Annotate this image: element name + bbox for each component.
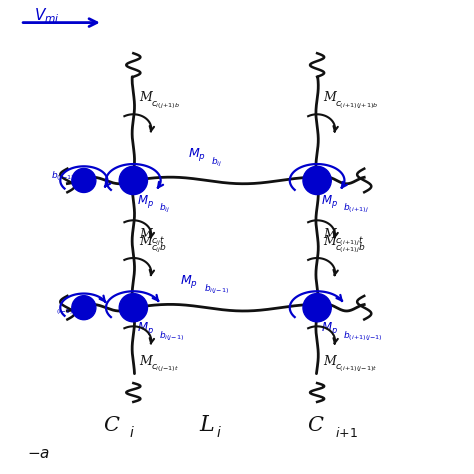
Circle shape	[119, 293, 147, 322]
Text: $i$: $i$	[216, 425, 221, 440]
Text: $b_{(i\!+\!1)j}$: $b_{(i\!+\!1)j}$	[343, 202, 369, 215]
Text: $b_{ij}$: $b_{ij}$	[211, 156, 222, 169]
Text: M: M	[323, 235, 336, 248]
Text: M: M	[323, 228, 336, 241]
Text: $M_p$: $M_p$	[321, 320, 338, 337]
Text: $V_{mj}$: $V_{mj}$	[35, 6, 60, 27]
Text: $b_{(i\!-\!1)j}$: $b_{(i\!-\!1)j}$	[51, 170, 77, 183]
Text: $i$: $i$	[128, 425, 135, 440]
Text: M: M	[139, 356, 152, 368]
Text: $b_{i(j\!-\!1)}$: $b_{i(j\!-\!1)}$	[204, 283, 229, 296]
Text: $c_{(i\!+\!1)j}t$: $c_{(i\!+\!1)j}t$	[335, 235, 364, 248]
Text: $_{(i\!-\!1)(j\!-\!1)}$: $_{(i\!-\!1)(j\!-\!1)}$	[55, 308, 88, 317]
Text: $c_{ij}b$: $c_{ij}b$	[151, 242, 167, 255]
Text: $M_p$: $M_p$	[137, 193, 154, 210]
Text: $M_p$: $M_p$	[188, 146, 205, 163]
Text: $c_{(i\!+\!1)(j\!+\!1)b}$: $c_{(i\!+\!1)(j\!+\!1)b}$	[335, 100, 378, 110]
Text: L: L	[199, 414, 214, 437]
Circle shape	[72, 296, 96, 319]
Text: $-a$: $-a$	[27, 447, 50, 461]
Text: $b_{i(j\!-\!1)}$: $b_{i(j\!-\!1)}$	[159, 329, 184, 343]
Text: $b_{ij}$: $b_{ij}$	[159, 202, 171, 215]
Circle shape	[119, 166, 147, 195]
Circle shape	[303, 293, 331, 322]
Text: M: M	[139, 91, 152, 104]
Text: $c_{i(j\!-\!1)t}$: $c_{i(j\!-\!1)t}$	[151, 364, 179, 374]
Text: C: C	[103, 416, 118, 435]
Text: $M_p$: $M_p$	[321, 193, 338, 210]
Circle shape	[303, 166, 331, 195]
Text: $M_p$: $M_p$	[181, 273, 199, 290]
Text: $i\!+\!1$: $i\!+\!1$	[335, 426, 358, 439]
Text: M: M	[323, 356, 336, 368]
Text: $c_{(i\!+\!1)(j\!-\!1)t}$: $c_{(i\!+\!1)(j\!-\!1)t}$	[335, 364, 377, 374]
Text: $c_{ij}t$: $c_{ij}t$	[151, 235, 166, 248]
Text: $M_p$: $M_p$	[137, 320, 154, 337]
Text: C: C	[308, 416, 324, 435]
Text: M: M	[323, 91, 336, 104]
Text: M: M	[139, 228, 152, 241]
Circle shape	[72, 168, 96, 192]
Text: $c_{i(j\!+\!1)b}$: $c_{i(j\!+\!1)b}$	[151, 100, 180, 110]
Text: $c_{(i\!+\!1)j}b$: $c_{(i\!+\!1)j}b$	[335, 242, 365, 255]
Text: $b_{(i\!+\!1)(j\!-\!1)}$: $b_{(i\!+\!1)(j\!-\!1)}$	[343, 329, 383, 343]
Text: M: M	[139, 235, 152, 248]
